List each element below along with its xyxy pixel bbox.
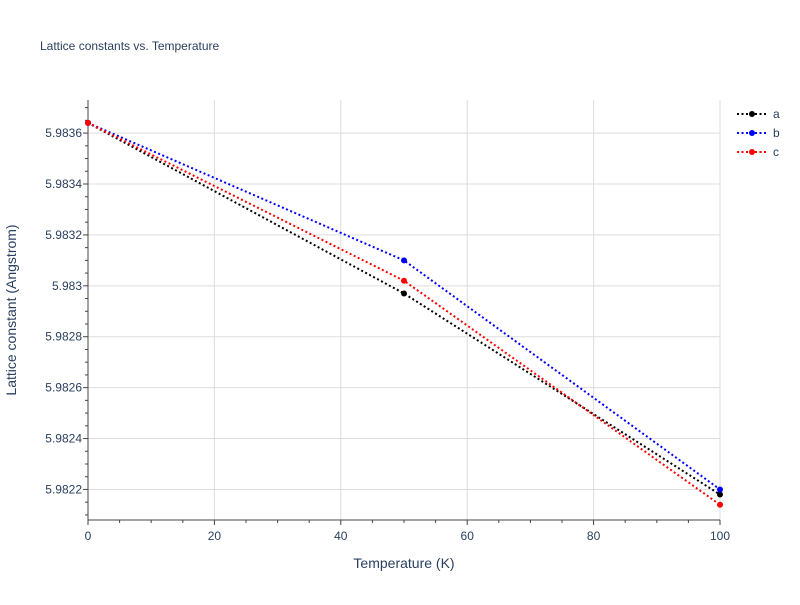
y-tick-label: 5.9824 — [45, 432, 82, 446]
chart-title: Lattice constants vs. Temperature — [40, 39, 220, 53]
legend-label: a — [773, 107, 780, 121]
data-point-a[interactable] — [401, 290, 407, 297]
y-tick-label: 5.9836 — [45, 126, 82, 140]
x-axis-title: Temperature (K) — [353, 555, 454, 571]
y-tick-label: 5.983 — [52, 279, 82, 293]
legend-marker — [749, 130, 755, 136]
legend-marker — [749, 111, 755, 117]
legend-label: c — [773, 145, 779, 159]
series-line-c — [87, 122, 721, 506]
x-tick-label: 100 — [710, 529, 730, 543]
y-tick-label: 5.9834 — [45, 177, 82, 191]
data-point-b[interactable] — [717, 486, 723, 493]
legend-marker — [749, 149, 755, 155]
x-tick-label: 60 — [461, 529, 475, 543]
y-tick-label: 5.9828 — [45, 330, 82, 344]
series-line-a — [87, 122, 721, 496]
legend-item-c[interactable]: c — [737, 145, 779, 159]
y-tick-label: 5.9822 — [45, 482, 82, 496]
x-tick-label: 80 — [587, 529, 601, 543]
data-point-a[interactable] — [717, 491, 723, 498]
axes: 0 20 40 60 80 100 5.9822 5.9824 5.9826 5.9828 5.98… — [45, 100, 730, 543]
series-layer — [85, 119, 723, 508]
legend-label: b — [773, 126, 780, 140]
y-axis-title: Lattice constant (Angstrom) — [3, 224, 19, 395]
data-point-c[interactable] — [717, 501, 723, 508]
x-tick-label: 40 — [334, 529, 348, 543]
data-point-c[interactable] — [85, 119, 91, 126]
series-line-b — [87, 121, 721, 491]
data-point-c[interactable] — [401, 277, 407, 284]
legend[interactable]: abc — [737, 107, 780, 159]
legend-item-a[interactable]: a — [737, 107, 780, 121]
y-tick-label: 5.9826 — [45, 381, 82, 395]
x-tick-label: 0 — [85, 529, 92, 543]
grid — [88, 100, 721, 520]
legend-item-b[interactable]: b — [737, 126, 780, 140]
x-tick-label: 20 — [208, 529, 222, 543]
y-tick-label: 5.9832 — [45, 228, 82, 242]
data-point-b[interactable] — [401, 257, 407, 264]
